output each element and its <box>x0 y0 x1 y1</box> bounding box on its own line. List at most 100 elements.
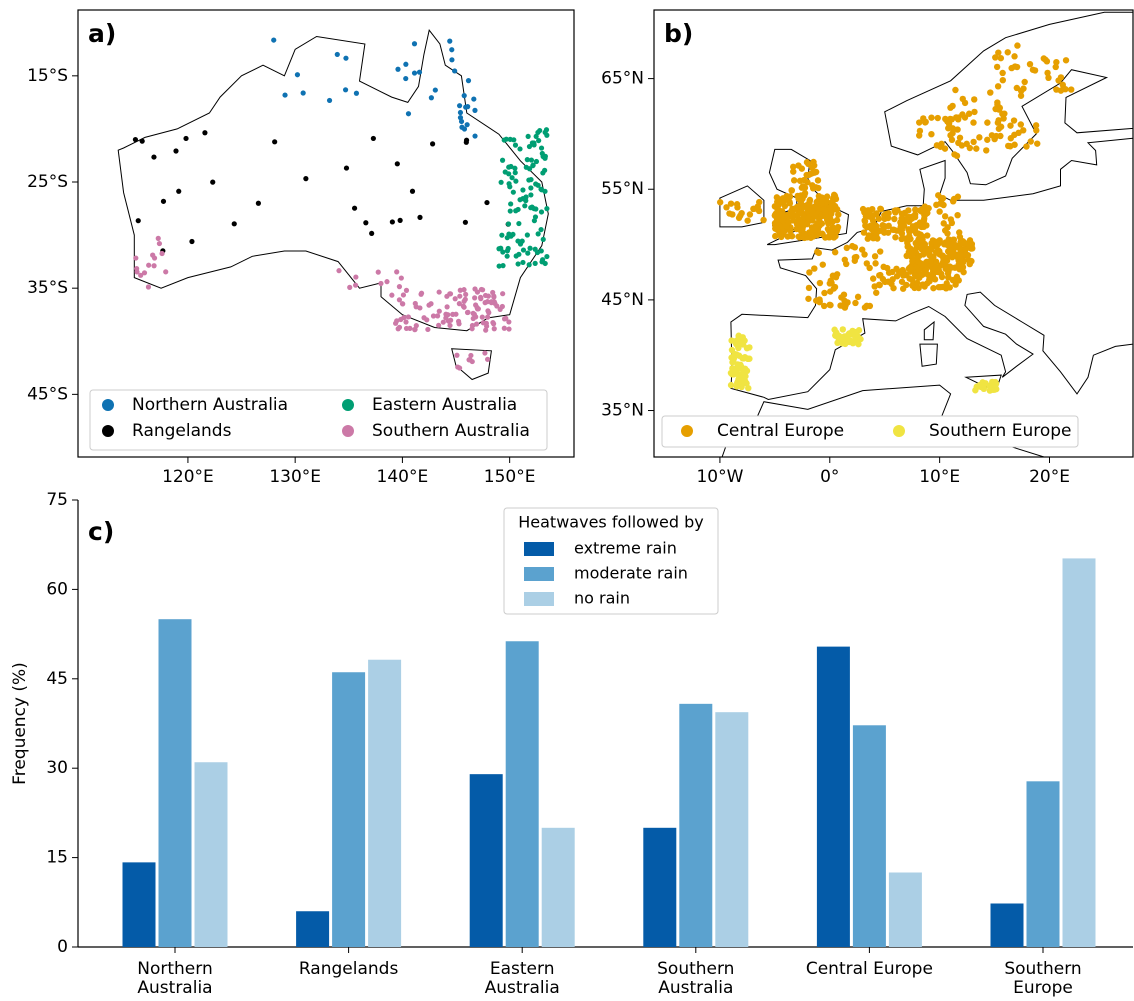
station-dot <box>955 116 962 123</box>
station-dot <box>396 297 403 303</box>
y-tick-label: 75 <box>46 490 68 510</box>
station-dot <box>735 375 742 383</box>
station-dot <box>986 382 993 390</box>
station-dot <box>498 179 504 185</box>
station-dot <box>947 132 954 139</box>
station-dot <box>485 308 491 314</box>
station-dot <box>738 209 745 217</box>
station-dot <box>909 258 916 265</box>
station-dot <box>779 217 786 224</box>
station-dot <box>425 326 431 333</box>
station-dot <box>957 252 964 259</box>
station-dot <box>513 178 519 184</box>
station-dot <box>861 304 869 311</box>
station-dot <box>995 49 1002 56</box>
station-dot <box>542 167 548 173</box>
station-dot <box>540 236 546 243</box>
station-dot <box>163 269 169 275</box>
station-dot <box>542 188 548 194</box>
bar <box>990 903 1024 947</box>
station-dot <box>303 176 309 182</box>
station-dot <box>464 309 471 316</box>
station-dot <box>735 352 743 359</box>
y-tick-label: 45 <box>46 669 68 689</box>
station-dot <box>515 261 521 267</box>
station-dot <box>863 223 871 231</box>
station-dot <box>139 138 145 144</box>
station-dot <box>947 216 955 223</box>
station-dot <box>465 78 472 84</box>
station-dot <box>418 290 425 296</box>
coastline <box>884 11 1133 186</box>
y-tick-label: 65°N <box>601 69 644 89</box>
station-dot <box>432 87 438 93</box>
station-dot <box>435 313 441 319</box>
bar <box>1062 558 1096 947</box>
bar <box>541 827 575 947</box>
station-dot <box>1011 53 1018 60</box>
station-dot <box>447 322 453 329</box>
station-dot <box>813 231 821 239</box>
x-tick-label: Southern Europe <box>1004 959 1082 998</box>
station-dot <box>479 314 485 320</box>
station-dot <box>865 232 873 239</box>
legend-marker <box>342 399 354 411</box>
station-dot <box>500 249 506 255</box>
station-dot <box>997 54 1005 62</box>
station-dot <box>505 221 512 227</box>
station-dot <box>843 244 850 252</box>
station-dot <box>500 263 506 269</box>
station-dot <box>953 273 961 281</box>
station-dot <box>1023 143 1030 150</box>
station-dot <box>854 293 862 301</box>
station-dot <box>931 265 938 272</box>
station-dot <box>744 217 751 224</box>
station-dot <box>484 299 491 305</box>
station-dot <box>919 242 926 250</box>
station-dot <box>210 179 216 185</box>
station-dot <box>805 295 812 302</box>
legend-marker <box>102 425 114 437</box>
station-dot <box>935 283 942 291</box>
station-dot <box>138 272 144 278</box>
station-dot <box>394 269 400 275</box>
station-dot <box>943 280 950 287</box>
station-dot <box>449 57 455 63</box>
station-dot <box>941 227 949 234</box>
station-dot <box>532 214 539 220</box>
legend-title: Heatwaves followed by <box>518 513 703 532</box>
station-dot <box>447 291 453 297</box>
station-dot <box>342 87 349 93</box>
station-dot <box>872 260 879 267</box>
station-dot <box>411 70 418 76</box>
coastline <box>923 320 935 341</box>
station-dot <box>814 248 821 256</box>
station-dot <box>535 231 541 237</box>
station-dot <box>785 219 792 226</box>
station-dot <box>508 201 514 207</box>
station-dot <box>134 265 140 272</box>
x-tick-label: 140°E <box>377 467 429 487</box>
legend-swatch <box>524 567 554 581</box>
station-dot <box>734 361 741 368</box>
station-dot <box>885 214 892 222</box>
y-tick-label: 15 <box>46 848 68 868</box>
station-dot <box>516 220 522 227</box>
station-dot <box>788 232 796 240</box>
station-dot <box>460 303 466 309</box>
station-dot <box>993 63 1001 71</box>
station-dot <box>880 263 887 271</box>
station-dot <box>801 189 809 197</box>
station-dot <box>810 158 817 166</box>
station-dot <box>916 252 923 260</box>
station-dot <box>995 117 1002 124</box>
station-dot <box>940 220 947 227</box>
station-dot <box>529 140 535 146</box>
station-dot <box>447 38 453 44</box>
station-dot <box>461 126 468 132</box>
station-dot <box>965 110 973 117</box>
station-dot <box>353 274 359 280</box>
station-dot <box>921 211 928 219</box>
station-dot <box>786 200 794 207</box>
